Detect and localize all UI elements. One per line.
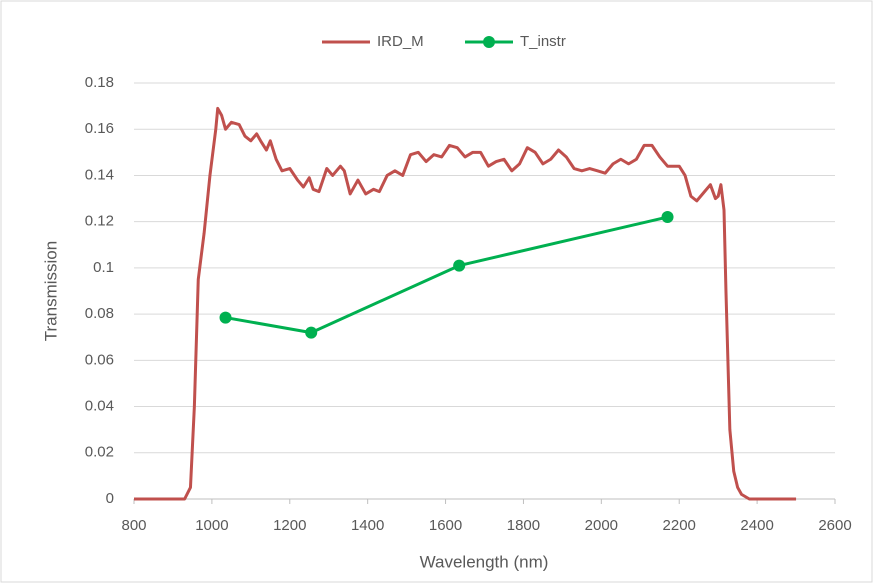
x-tick-label: 2400 bbox=[740, 517, 773, 534]
y-tick-label: 0 bbox=[106, 490, 114, 507]
x-tick-label: 1200 bbox=[273, 517, 306, 534]
y-tick-label: 0.16 bbox=[85, 120, 114, 137]
y-axis-title: Transmission bbox=[41, 241, 60, 341]
y-tick-label: 0.12 bbox=[85, 213, 114, 230]
series-marker bbox=[661, 211, 674, 224]
y-tick-label: 0.06 bbox=[85, 351, 114, 368]
y-tick-label: 0.08 bbox=[85, 305, 114, 322]
x-tick-label: 1800 bbox=[507, 517, 540, 534]
y-tick-label: 0.18 bbox=[85, 74, 114, 91]
series-line bbox=[225, 215, 668, 335]
x-tick-label: 1600 bbox=[429, 517, 462, 534]
x-tick-label: 2200 bbox=[663, 517, 696, 534]
x-tick-label: 1400 bbox=[351, 517, 384, 534]
series-line bbox=[134, 106, 797, 501]
y-tick-label: 0.02 bbox=[85, 444, 114, 461]
x-tick-label: 2600 bbox=[818, 517, 851, 534]
legend-label: T_instr bbox=[520, 33, 566, 50]
x-tick-label: 2000 bbox=[585, 517, 618, 534]
legend-marker bbox=[483, 36, 495, 48]
series-marker bbox=[305, 326, 318, 339]
x-tick-label: 1000 bbox=[195, 517, 228, 534]
y-tick-label: 0.04 bbox=[85, 398, 114, 415]
y-tick-label: 0.14 bbox=[85, 166, 114, 183]
y-tick-label: 0.1 bbox=[93, 259, 114, 276]
legend-label: IRD_M bbox=[377, 33, 424, 50]
x-axis-title: Wavelength (nm) bbox=[420, 552, 549, 571]
series-marker bbox=[219, 311, 232, 324]
series-marker bbox=[453, 259, 466, 272]
x-tick-label: 800 bbox=[121, 517, 146, 534]
